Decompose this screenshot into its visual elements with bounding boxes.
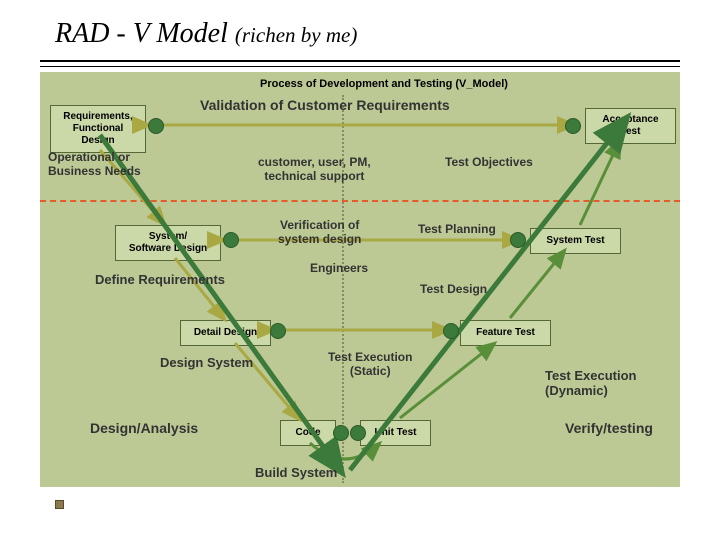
- label-test-design: Test Design: [420, 282, 487, 296]
- label-engineers: Engineers: [310, 261, 368, 275]
- label-verify-test: Verify/testing: [565, 420, 653, 436]
- footer-marker: [55, 500, 64, 509]
- circle-node: [333, 425, 349, 441]
- circle-node: [510, 232, 526, 248]
- box-unit: Unit Test: [360, 420, 431, 446]
- circle-node: [350, 425, 366, 441]
- label-test-plan: Test Planning: [418, 222, 496, 236]
- circle-node: [270, 323, 286, 339]
- box-detail: Detail Design: [180, 320, 271, 346]
- circle-node: [148, 118, 164, 134]
- title-main: RAD - V Model: [55, 18, 228, 49]
- separator-line: [40, 200, 680, 202]
- label-customer: customer, user, PM, technical support: [258, 155, 371, 183]
- circle-node: [223, 232, 239, 248]
- page-title: RAD - V Model (richen by me): [55, 18, 357, 50]
- label-build-sys: Build System: [255, 465, 337, 480]
- box-sys-test: System Test: [530, 228, 621, 254]
- label-design-sys: Design System: [160, 355, 253, 370]
- box-sys-design: System/ Software Design: [115, 225, 221, 261]
- box-acceptance: Acceptance Test: [585, 108, 676, 144]
- title-sub: (richen by me): [235, 23, 357, 47]
- box-feature: Feature Test: [460, 320, 551, 346]
- label-test-exec-d: Test Execution (Dynamic): [545, 368, 637, 398]
- label-verify-sys: Verification of system design: [278, 218, 361, 246]
- label-test-exec-s: Test Execution (Static): [328, 350, 412, 378]
- process-title: Process of Development and Testing (V_Mo…: [260, 78, 508, 90]
- box-requirements: Requirements, Functional Design: [50, 105, 146, 153]
- label-test-obj: Test Objectives: [445, 155, 533, 169]
- label-define-req: Define Requirements: [95, 272, 225, 287]
- label-validation: Validation of Customer Requirements: [200, 97, 450, 113]
- circle-node: [565, 118, 581, 134]
- label-design-anal: Design/Analysis: [90, 420, 198, 436]
- box-code: Code: [280, 420, 336, 446]
- label-op-needs: Operational or Business Needs: [48, 150, 141, 178]
- circle-node: [443, 323, 459, 339]
- title-underline: [40, 60, 680, 67]
